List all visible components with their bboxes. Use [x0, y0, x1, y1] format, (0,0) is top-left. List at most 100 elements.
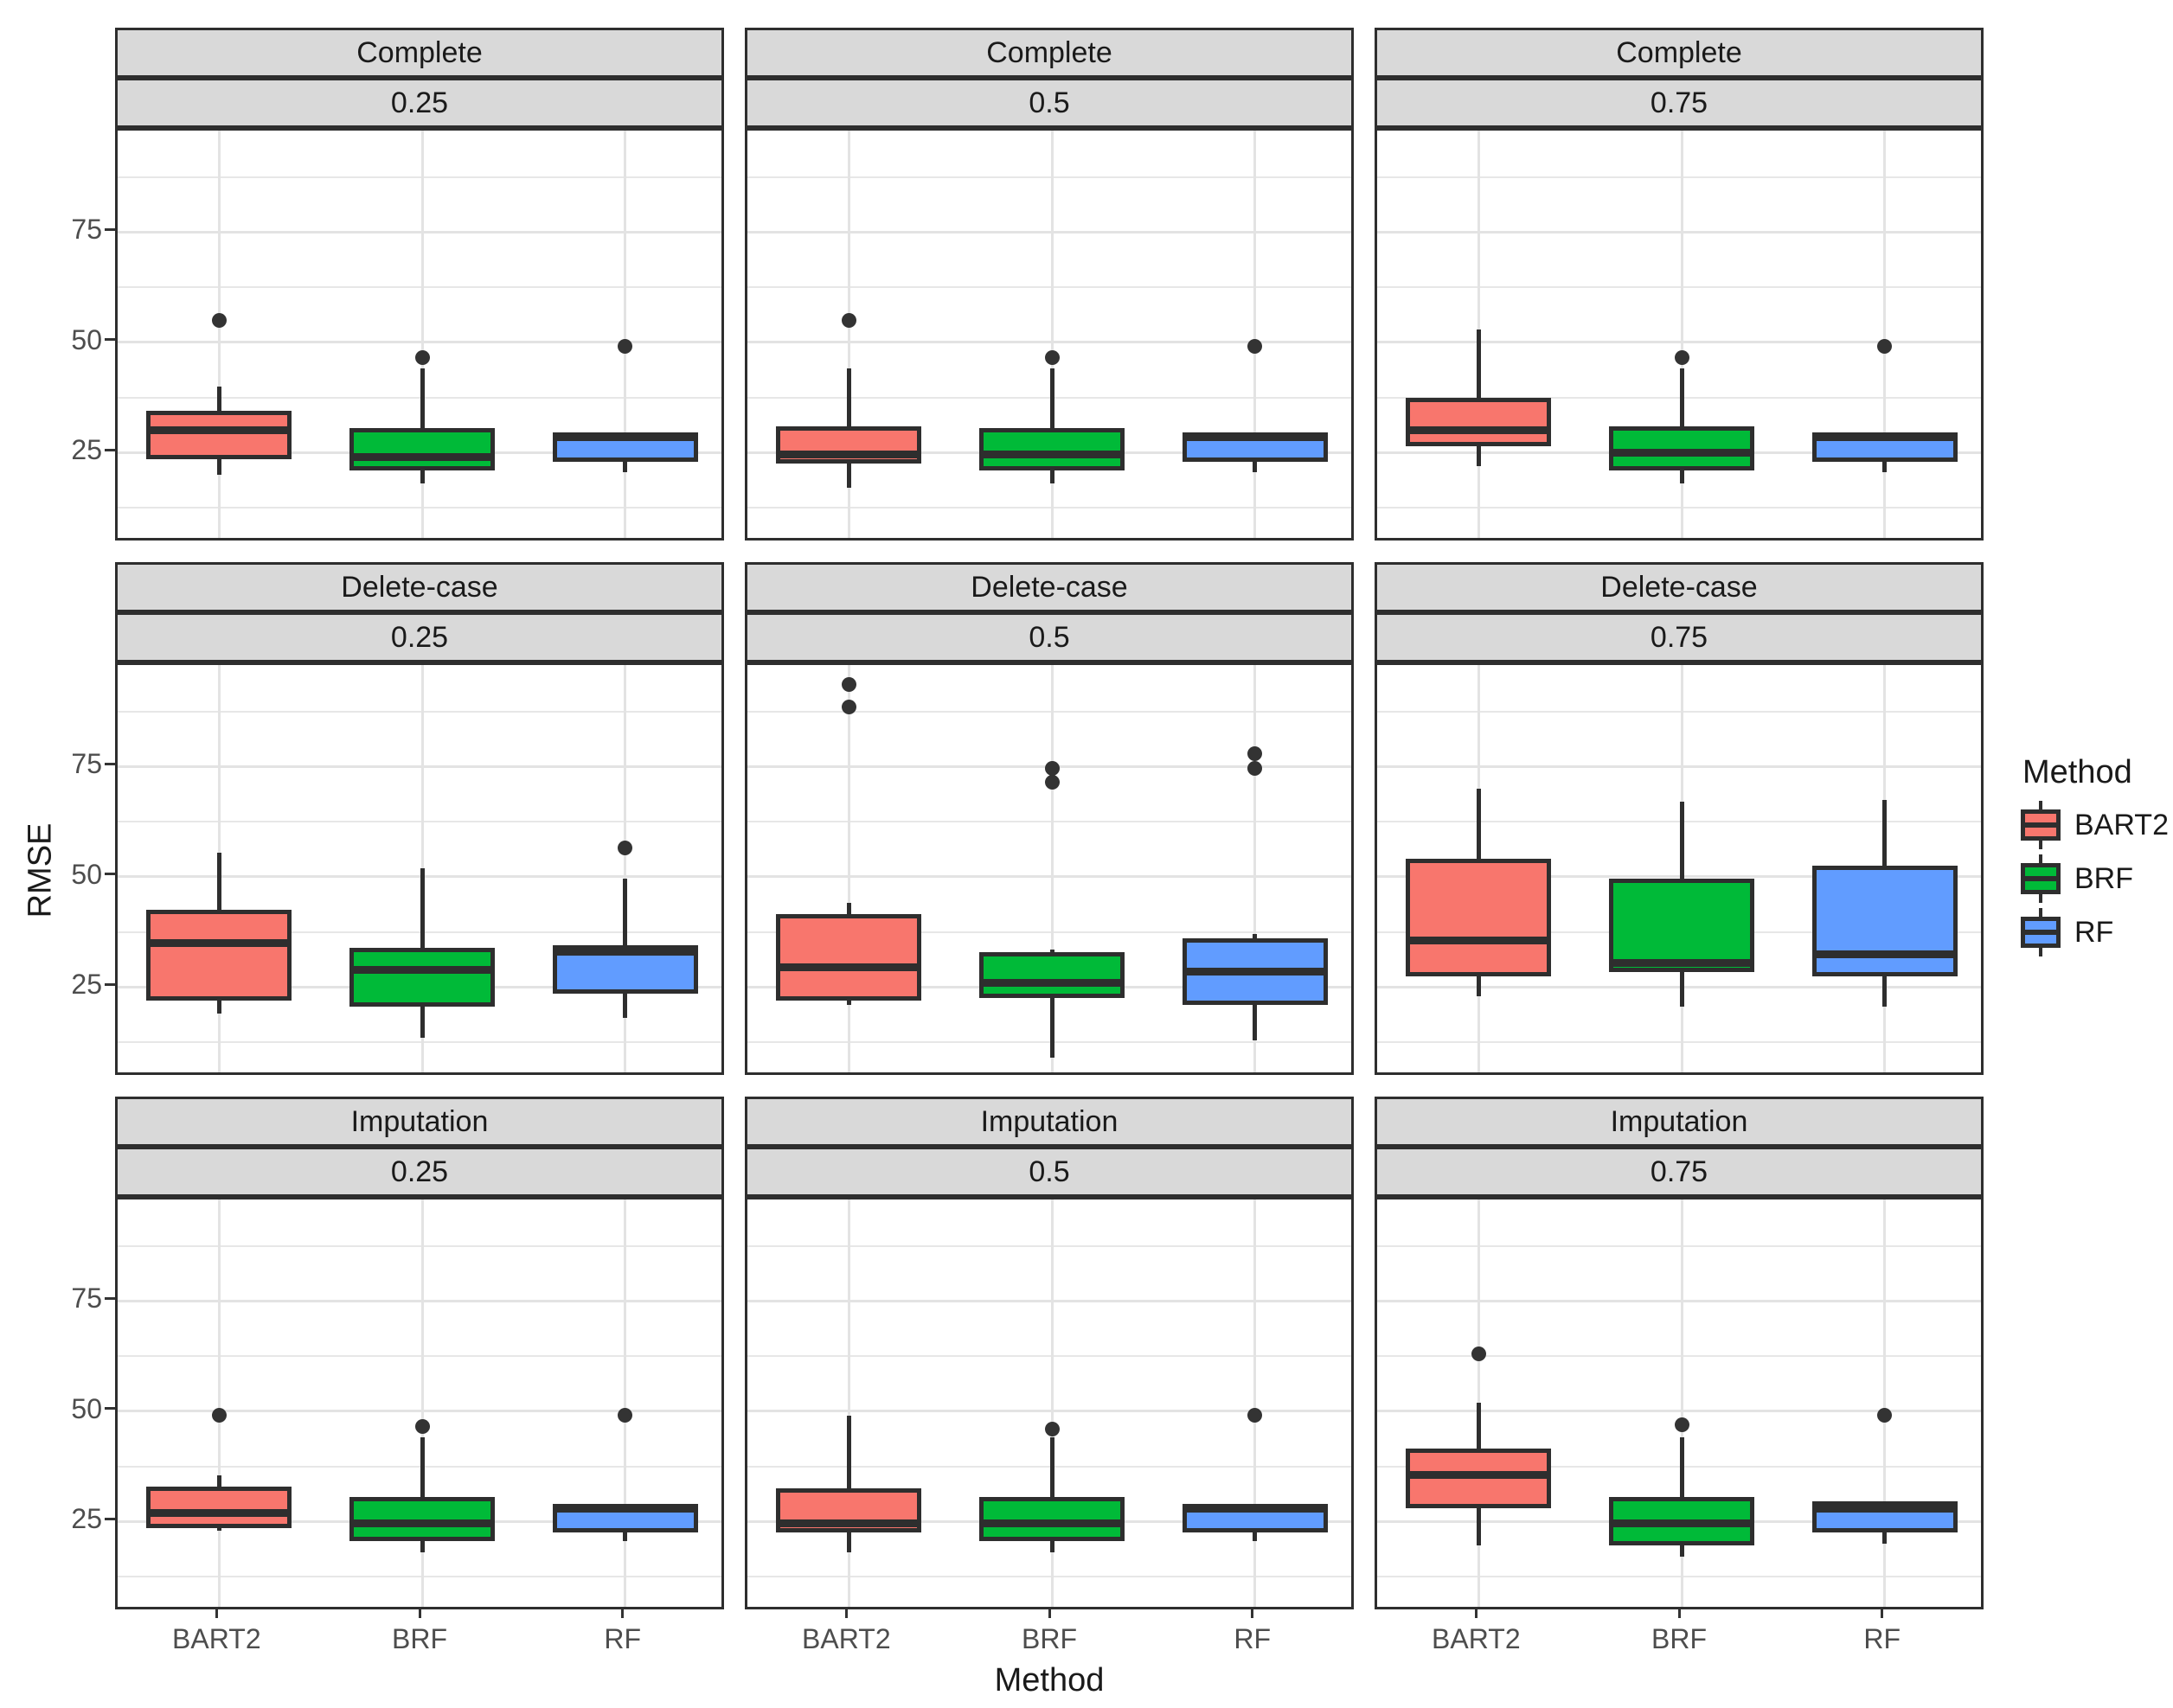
minor-gridline [747, 821, 1351, 823]
facet-strip-col: 0.25 [115, 1147, 724, 1197]
vertical-gridline [420, 1199, 424, 1607]
facet-strip-row: Imputation [745, 1097, 1354, 1147]
outlier-point [1674, 1417, 1689, 1432]
box-bart2 [1406, 397, 1552, 446]
y-tick-mark [105, 1407, 115, 1411]
minor-gridline [1377, 286, 1981, 289]
whisker-bart2 [1476, 329, 1481, 466]
median-line-brf [1609, 448, 1754, 457]
minor-gridline [1377, 710, 1981, 713]
median-line-rf [552, 1504, 698, 1513]
median-line-rf [1182, 433, 1328, 442]
minor-gridline [118, 286, 721, 289]
minor-gridline [1377, 396, 1981, 399]
legend-item-bart2: BART2 [2021, 801, 2173, 849]
outlier-point [618, 841, 633, 856]
outlier-point [618, 1408, 633, 1423]
plot-area [1375, 662, 1984, 1075]
outlier-point [1247, 339, 1263, 355]
facet-strip-row: Complete [1375, 28, 1984, 78]
legend-key-median-line [2025, 822, 2056, 828]
x-tick-label: BRF [392, 1623, 447, 1654]
median-line-bart2 [146, 1508, 292, 1517]
vertical-gridline [1050, 1199, 1054, 1607]
y-tick-mark [105, 873, 115, 876]
vertical-gridline [624, 131, 627, 538]
legend: Method BART2 BRF RF [2021, 754, 2173, 956]
median-line-brf [1609, 1519, 1754, 1528]
outlier-point [1247, 1408, 1263, 1423]
major-gridline [1377, 1299, 1981, 1302]
outlier-point [1044, 774, 1060, 790]
y-tick-mark [105, 762, 115, 765]
outlier-point [1674, 350, 1689, 366]
outlier-point [211, 1408, 227, 1423]
y-tick-label: 75 [71, 748, 102, 780]
median-line-brf [979, 1519, 1125, 1528]
major-gridline [747, 875, 1351, 879]
outlier-point [1247, 745, 1263, 761]
x-tick-mark [1048, 1609, 1051, 1618]
minor-gridline [118, 176, 721, 178]
vertical-gridline [217, 131, 221, 538]
y-tick-label: 50 [71, 858, 102, 890]
outlier-point [1044, 1421, 1060, 1436]
whisker-brf [1049, 950, 1054, 1059]
median-line-bart2 [776, 963, 922, 971]
vertical-gridline [420, 131, 424, 538]
box-brf [979, 1497, 1125, 1542]
outlier-point [211, 312, 227, 328]
whisker-bart2 [846, 1415, 851, 1553]
minor-gridline [747, 176, 1351, 178]
y-tick-label: 75 [71, 214, 102, 246]
vertical-gridline [624, 1199, 627, 1607]
median-line-rf [1811, 1504, 1958, 1513]
legend-key-median-line [2025, 930, 2056, 935]
y-tick-label: 25 [71, 969, 102, 1001]
whisker-brf [420, 368, 425, 484]
box-bart2 [146, 910, 292, 1001]
facet-strip-col: 0.5 [745, 78, 1354, 128]
major-gridline [747, 1299, 1351, 1302]
facet-strip-col: 0.25 [115, 612, 724, 662]
x-tick-label: RF [1863, 1623, 1901, 1654]
major-gridline [1377, 985, 1981, 988]
legend-item-rf: RF [2021, 908, 2173, 956]
minor-gridline [118, 931, 721, 933]
box-brf [349, 947, 495, 1008]
whisker-brf [1049, 368, 1054, 484]
box-brf [1609, 425, 1754, 470]
x-tick-label: RF [1234, 1623, 1271, 1654]
minor-gridline [118, 821, 721, 823]
x-tick-label: RF [604, 1623, 641, 1654]
median-line-bart2 [146, 426, 292, 435]
vertical-gridline [1253, 131, 1257, 538]
y-tick-label: 75 [71, 1283, 102, 1315]
major-gridline [747, 1410, 1351, 1413]
vertical-gridline [1050, 131, 1054, 538]
minor-gridline [1377, 1355, 1981, 1358]
plot-area [745, 1197, 1354, 1609]
median-line-rf [552, 433, 698, 442]
y-tick-label: 25 [71, 1503, 102, 1535]
minor-gridline [1377, 176, 1981, 178]
box-brf [349, 1497, 495, 1542]
facet-strip-col: 0.5 [745, 612, 1354, 662]
x-tick-label: BRF [1022, 1623, 1077, 1654]
vertical-gridline [1680, 131, 1683, 538]
y-axis-title: RMSE [22, 822, 59, 918]
y-tick-label: 50 [71, 323, 102, 355]
facet-strip-col: 0.5 [745, 1147, 1354, 1197]
median-line-bart2 [1406, 937, 1552, 945]
x-tick-label: BART2 [802, 1623, 891, 1654]
legend-item-brf: BRF [2021, 854, 2173, 903]
minor-gridline [747, 1041, 1351, 1044]
major-gridline [118, 230, 721, 233]
median-line-rf [1182, 1504, 1328, 1513]
whisker-brf [1049, 1437, 1054, 1553]
plot-area [745, 662, 1354, 1075]
minor-gridline [118, 710, 721, 713]
outlier-point [1044, 761, 1060, 777]
minor-gridline [118, 1465, 721, 1468]
minor-gridline [747, 1355, 1351, 1358]
